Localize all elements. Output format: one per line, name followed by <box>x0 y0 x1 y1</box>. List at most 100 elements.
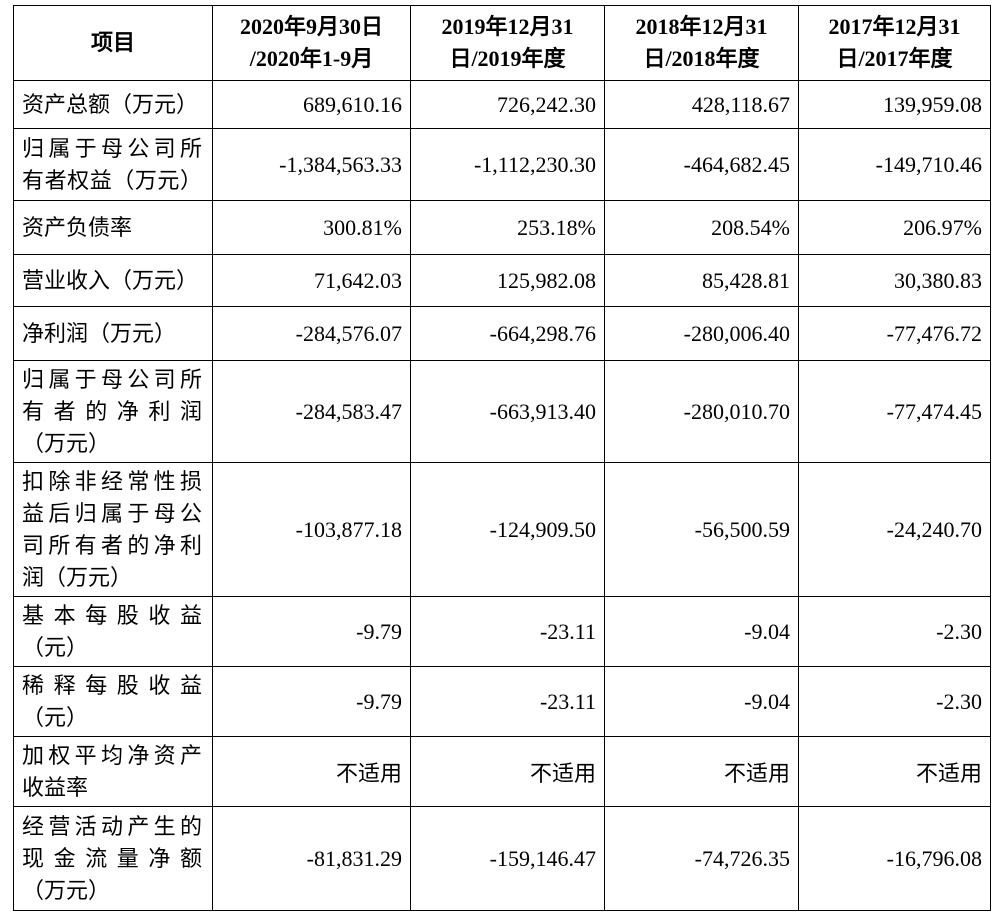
cell-value: -77,476.72 <box>798 306 991 361</box>
cell-value: -16,796.08 <box>798 806 991 911</box>
row-label: 归属于母公司所 有者的净利润 （万元） <box>13 360 213 463</box>
cell-value: -663,913.40 <box>410 360 605 463</box>
cell-value: -9.79 <box>212 596 411 667</box>
table-row: 资产总额（万元） 689,610.16 726,242.30 428,118.67 13… <box>13 80 991 129</box>
header-line: 2018年12月31 <box>635 14 768 39</box>
table-row: 扣除非经常性损 益后归属于母公 司所有者的净利 润（万元） -103,877.18 -12… <box>13 462 991 597</box>
row-label-line: 有者的净利润 <box>22 398 202 424</box>
financial-summary-table: 项目 2020年9月30日/2020年1-9月 2019年12月31 日/2019年度… <box>13 5 991 911</box>
cell-value: 300.81% <box>212 200 411 255</box>
header-line: 2017年12月31 <box>828 14 961 39</box>
row-label-line: 益后归属于母公 <box>22 500 202 526</box>
cell-value: 85,428.81 <box>604 254 799 307</box>
row-label-line: 司所有者的净利 <box>22 532 202 558</box>
row-label: 经营活动产生的 现金流量净额 （万元） <box>13 806 213 911</box>
table-row: 加权平均净资产 收益率 不适用 不适用 不适用 不适用 <box>13 736 991 807</box>
row-label-line: 经营活动产生的 <box>22 813 202 839</box>
cell-value: -1,384,563.33 <box>212 128 411 201</box>
cell-value: -284,576.07 <box>212 306 411 361</box>
cell-value: -159,146.47 <box>410 806 605 911</box>
cell-value: 不适用 <box>604 736 799 807</box>
header-line: 2019年12月31 <box>441 14 574 39</box>
row-label-line: 润（万元） <box>22 564 133 590</box>
header-line: 日/2019年度 <box>449 46 566 71</box>
cell-value: 253.18% <box>410 200 605 255</box>
row-label-line: 扣除非经常性损 <box>22 468 202 494</box>
row-label-line: （万元） <box>22 430 111 456</box>
row-label: 稀释每股收益 （元） <box>13 666 213 737</box>
row-label: 加权平均净资产 收益率 <box>13 736 213 807</box>
cell-value: 不适用 <box>212 736 411 807</box>
table-row: 资产负债率 300.81% 253.18% 208.54% 206.97% <box>13 200 991 255</box>
cell-value: 208.54% <box>604 200 799 255</box>
header-line: 项目 <box>90 30 135 55</box>
cell-value: -77,474.45 <box>798 360 991 463</box>
row-label: 资产总额（万元） <box>13 80 213 129</box>
cell-value: -124,909.50 <box>410 462 605 597</box>
table-row: 归属于母公司所 有者的净利润 （万元） -284,583.47 -663,913.40-… <box>13 360 991 463</box>
header-line: /2020年1-9月 <box>249 46 374 71</box>
table-row: 稀释每股收益 （元） -9.79 -23.11 -9.04 -2.30 <box>13 666 991 737</box>
header-line: 2020年9月30日 <box>239 14 383 39</box>
row-label: 扣除非经常性损 益后归属于母公 司所有者的净利 润（万元） <box>13 462 213 597</box>
header-line: 日/2018年度 <box>643 46 760 71</box>
cell-value: -103,877.18 <box>212 462 411 597</box>
cell-value: -23.11 <box>410 596 605 667</box>
cell-value: -23.11 <box>410 666 605 737</box>
cell-value: 206.97% <box>798 200 991 255</box>
header-period: 2017年12月31 日/2017年度 <box>798 5 991 81</box>
cell-value: -2.30 <box>798 596 991 667</box>
row-label-line: 归属于母公司所 <box>22 366 202 392</box>
cell-value: -149,710.46 <box>798 128 991 201</box>
row-label-line: （万元） <box>22 877 111 903</box>
cell-value: 726,242.30 <box>410 80 605 129</box>
cell-value: 不适用 <box>798 736 991 807</box>
cell-value: -9.04 <box>604 666 799 737</box>
row-label: 基本每股收益 （元） <box>13 596 213 667</box>
row-label-line: 基本每股收益 <box>22 602 202 628</box>
row-label: 营业收入（万元） <box>13 254 213 307</box>
row-label-line: 有者权益（万元） <box>22 167 202 193</box>
cell-value: -74,726.35 <box>604 806 799 911</box>
cell-value: 125,982.08 <box>410 254 605 307</box>
row-label: 归属于母公司所 有者权益（万元） <box>13 128 213 201</box>
table-row: 营业收入（万元） 71,642.03 125,982.08 85,428.81 30,3… <box>13 254 991 307</box>
header-period: 2019年12月31 日/2019年度 <box>410 5 605 81</box>
row-label-line: （元） <box>22 704 89 730</box>
cell-value: -464,682.45 <box>604 128 799 201</box>
row-label-line: 营业收入（万元） <box>22 267 199 293</box>
row-label-line: 加权平均净资产 <box>22 742 202 768</box>
header-line: 日/2017年度 <box>836 46 953 71</box>
cell-value: -2.30 <box>798 666 991 737</box>
table-row: 经营活动产生的 现金流量净额 （万元） -81,831.29 -159,146.47 -7… <box>13 806 991 911</box>
row-label-line: 资产负债率 <box>22 214 133 240</box>
cell-value: 428,118.67 <box>604 80 799 129</box>
header-item: 项目 <box>13 5 213 81</box>
table-row: 基本每股收益 （元） -9.79 -23.11 -9.04 -2.30 <box>13 596 991 667</box>
cell-value: -24,240.70 <box>798 462 991 597</box>
cell-value: -56,500.59 <box>604 462 799 597</box>
cell-value: -280,010.70 <box>604 360 799 463</box>
cell-value: -9.79 <box>212 666 411 737</box>
header-period: 2018年12月31 日/2018年度 <box>604 5 799 81</box>
row-label-line: 净利润（万元） <box>22 320 177 346</box>
cell-value: -1,112,230.30 <box>410 128 605 201</box>
cell-value: 不适用 <box>410 736 605 807</box>
row-label-line: （元） <box>22 634 89 660</box>
cell-value: -280,006.40 <box>604 306 799 361</box>
header-period: 2020年9月30日/2020年1-9月 <box>212 5 411 81</box>
header-row: 项目 2020年9月30日/2020年1-9月 2019年12月31 日/2019年度… <box>13 5 991 81</box>
table-row: 净利润（万元） -284,576.07 -664,298.76 -280,006.40… <box>13 306 991 361</box>
cell-value: 71,642.03 <box>212 254 411 307</box>
cell-value: -9.04 <box>604 596 799 667</box>
table-row: 归属于母公司所 有者权益（万元） -1,384,563.33 -1,112,230.3… <box>13 128 991 201</box>
cell-value: 30,380.83 <box>798 254 991 307</box>
row-label-line: 稀释每股收益 <box>22 672 202 698</box>
cell-value: 139,959.08 <box>798 80 991 129</box>
row-label-line: 归属于母公司所 <box>22 135 202 161</box>
row-label-line: 资产总额（万元） <box>22 91 199 117</box>
row-label-line: 收益率 <box>22 774 89 800</box>
row-label-line: 现金流量净额 <box>22 845 202 871</box>
cell-value: 689,610.16 <box>212 80 411 129</box>
row-label: 净利润（万元） <box>13 306 213 361</box>
